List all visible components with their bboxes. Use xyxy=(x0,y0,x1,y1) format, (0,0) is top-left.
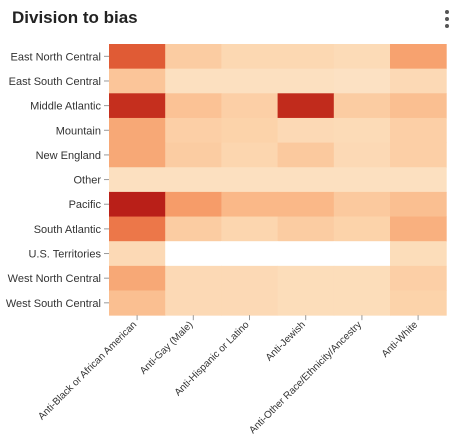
heatmap-cell xyxy=(277,117,335,144)
heatmap-cell xyxy=(277,191,335,218)
heatmap-cell xyxy=(165,241,222,267)
heatmap-cell xyxy=(390,265,447,291)
heatmap-cell xyxy=(390,93,447,119)
heatmap-cell xyxy=(109,142,166,168)
menu-dot xyxy=(445,17,449,21)
heatmap-cell xyxy=(221,44,279,70)
menu-dot xyxy=(445,24,449,28)
heatmap-cell xyxy=(221,265,279,291)
heatmap-cell xyxy=(277,290,335,316)
heatmap-cell xyxy=(333,241,391,267)
heatmap-cell xyxy=(221,93,279,119)
heatmap-cell xyxy=(221,241,279,267)
heatmap-cell xyxy=(109,265,166,291)
heatmap-cell xyxy=(333,117,391,144)
y-tick-label: Other xyxy=(73,175,101,187)
y-tick-label: West South Central xyxy=(6,298,101,310)
heatmap-cell xyxy=(165,290,222,316)
heatmap-cell xyxy=(221,216,279,242)
heatmap-cell xyxy=(390,241,447,267)
y-tick-label: South Atlantic xyxy=(34,224,102,236)
heatmap-cell xyxy=(277,142,335,168)
heatmap-cell xyxy=(109,290,166,316)
x-tick-label: Anti-Gay (Male) xyxy=(138,319,195,376)
kebab-menu-icon[interactable] xyxy=(440,8,454,30)
plot-area: East North Central East South Central Midd… xyxy=(6,44,447,436)
y-tick-label: Middle Atlantic xyxy=(30,101,101,113)
heatmap-cell xyxy=(165,191,222,218)
menu-dot xyxy=(445,10,449,14)
heatmap-cell xyxy=(221,191,279,218)
heatmap-cell xyxy=(165,93,222,119)
x-tick-label: Anti-Jewish xyxy=(264,319,308,363)
heatmap-cell xyxy=(109,44,166,70)
heatmap-cell xyxy=(333,216,391,242)
heatmap-cell xyxy=(333,93,391,119)
heatmap-cell xyxy=(333,142,391,168)
heatmap-cell xyxy=(333,265,391,291)
heatmap-cell xyxy=(165,142,222,168)
x-tick-label: Anti-Other Race/Ethnicity/Ancestry xyxy=(247,319,364,436)
heatmap-cell xyxy=(333,290,391,316)
heatmap-cell xyxy=(165,167,222,193)
heatmap-cell xyxy=(165,44,222,70)
heatmap-cell xyxy=(333,191,391,218)
heatmap-cell xyxy=(221,167,279,193)
y-tick-label: U.S. Territories xyxy=(28,249,101,261)
heatmap-cell xyxy=(109,216,166,242)
y-tick-label: New England xyxy=(36,150,101,162)
heatmap-cell xyxy=(109,191,166,218)
x-tick-label: Anti-White xyxy=(380,319,421,360)
x-tick-label: Anti-Black or African American xyxy=(36,319,139,422)
heatmap-cell xyxy=(390,191,447,218)
heatmap-cell xyxy=(277,167,335,193)
chart-title: Division to bias xyxy=(12,8,138,27)
heatmap-cell xyxy=(390,142,447,168)
heatmap-cell xyxy=(390,117,447,144)
heatmap-cell xyxy=(221,68,279,94)
heatmap-cell xyxy=(109,68,166,94)
heatmap-cell xyxy=(333,44,391,70)
y-tick-label: Pacific xyxy=(69,199,102,211)
heatmap-cell xyxy=(390,68,447,94)
y-tick-label: Mountain xyxy=(56,125,101,137)
heatmap-cell xyxy=(277,44,335,70)
heatmap-cell xyxy=(390,44,447,70)
heatmap-cell xyxy=(277,265,335,291)
heatmap-cell xyxy=(277,216,335,242)
heatmap-cell xyxy=(390,167,447,193)
heatmap-cell xyxy=(109,117,166,144)
heatmap-cell xyxy=(277,241,335,267)
heatmap-cell xyxy=(333,68,391,94)
y-tick-label: West North Central xyxy=(8,273,101,285)
y-tick-label: East South Central xyxy=(9,76,101,88)
heatmap-cell xyxy=(165,117,222,144)
heatmap-cell xyxy=(390,290,447,316)
heatmap-cell xyxy=(277,93,335,119)
heatmap-cell xyxy=(221,117,279,144)
heatmap-cell xyxy=(221,142,279,168)
heatmap-cell xyxy=(109,241,166,267)
heatmap-cell xyxy=(165,68,222,94)
heatmap-cell xyxy=(333,167,391,193)
heatmap-cell xyxy=(165,265,222,291)
heatmap-cell xyxy=(165,216,222,242)
heatmap-cell xyxy=(109,93,166,119)
heatmap-cell xyxy=(221,290,279,316)
y-tick-label: East North Central xyxy=(11,51,101,63)
heatmap-cell xyxy=(390,216,447,242)
heatmap-cell xyxy=(109,167,166,193)
heatmap-cell xyxy=(277,68,335,94)
